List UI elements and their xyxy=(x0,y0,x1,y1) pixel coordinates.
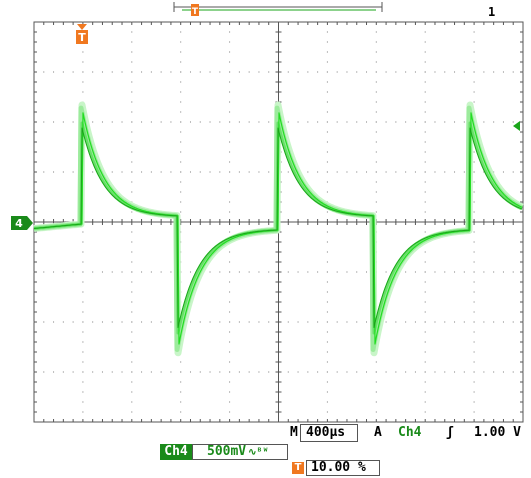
timebase-value: 400µs xyxy=(306,425,346,440)
channel-4-marker[interactable]: 4 xyxy=(11,216,33,230)
timebase-trigger-readout: M 400µs A Ch4 ʃ 1.00 V xyxy=(286,424,526,442)
svg-text:4: 4 xyxy=(15,217,23,230)
svg-text:T: T xyxy=(192,7,199,17)
graticule-grid xyxy=(33,21,524,423)
trigger-source: Ch4 xyxy=(398,425,422,440)
record-view-bar xyxy=(173,2,383,12)
waveform-trace xyxy=(33,112,523,345)
svg-text:T: T xyxy=(78,31,86,44)
timebase-prefix: M xyxy=(290,425,298,440)
bandwidth-limit-icon: ∿ᴮᵂ xyxy=(248,447,269,458)
trigger-level-arrow[interactable] xyxy=(513,121,520,131)
channel-4-badge[interactable]: Ch4 xyxy=(160,444,192,460)
trigger-mode: A xyxy=(374,425,382,440)
trigger-position-value[interactable]: 10.00 % xyxy=(306,460,380,476)
waveform-ch4 xyxy=(31,101,525,357)
trigger-level: 1.00 V xyxy=(474,425,521,440)
top-trigger-position-icon: T xyxy=(191,4,199,17)
channel-scale-value: 500mV xyxy=(207,444,247,459)
trigger-position-icon: T xyxy=(292,462,304,474)
channel-4-scale[interactable]: 500mV ∿ᴮᵂ xyxy=(192,444,288,460)
trigger-position-marker[interactable]: T xyxy=(76,24,88,44)
waveform-trace xyxy=(33,127,523,328)
trigger-slope-icon: ʃ xyxy=(446,425,454,440)
timebase-box[interactable] xyxy=(300,424,358,442)
top-right-marker: 1 xyxy=(488,5,495,19)
